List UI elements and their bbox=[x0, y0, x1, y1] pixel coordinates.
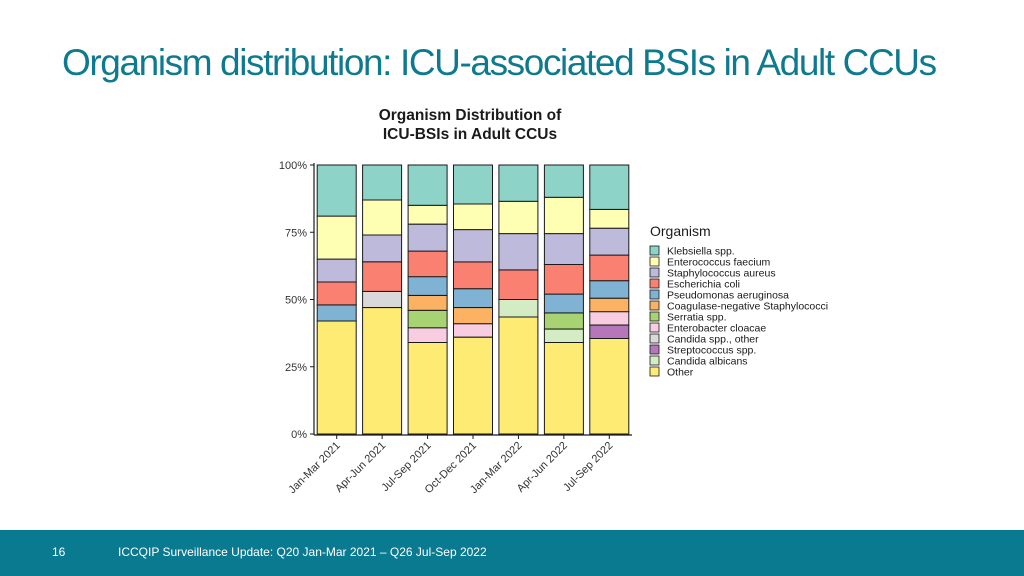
chart-title-line: ICU-BSIs in Adult CCUs bbox=[383, 126, 557, 143]
bar-segment bbox=[362, 307, 403, 435]
legend-swatch bbox=[649, 344, 660, 355]
bar-segment bbox=[453, 261, 493, 290]
legend-title: Organism bbox=[650, 223, 711, 239]
legend-swatch bbox=[649, 256, 660, 267]
bar-segment bbox=[453, 336, 493, 435]
bar-segment bbox=[543, 312, 584, 330]
bar-segment bbox=[407, 223, 448, 252]
bar-segment bbox=[407, 204, 448, 225]
bar-segment bbox=[316, 215, 357, 260]
bar-segment bbox=[589, 297, 630, 313]
legend-swatch bbox=[649, 245, 660, 256]
bar-segment bbox=[407, 309, 448, 329]
legend-swatch bbox=[649, 289, 660, 300]
legend-label: Pseudomonas aeruginosa bbox=[667, 290, 789, 302]
bar-segment bbox=[407, 164, 448, 206]
bar-segment bbox=[498, 299, 539, 318]
bar-segment bbox=[407, 327, 448, 344]
y-tick-label: 25% bbox=[285, 362, 307, 374]
legend-label: Klebsiella spp. bbox=[667, 246, 735, 258]
bar-segment bbox=[316, 258, 357, 283]
slide-title: Organism distribution: ICU-associated BS… bbox=[62, 42, 937, 83]
bar-segment bbox=[543, 233, 584, 266]
bar-segment bbox=[316, 320, 357, 435]
bar-segment bbox=[543, 196, 584, 235]
bar-segment bbox=[589, 280, 630, 299]
legend-label: Candida spp., other bbox=[667, 334, 759, 346]
legend-label: Staphylococcus aureus bbox=[667, 268, 776, 280]
y-tick-label: 50% bbox=[285, 295, 307, 307]
bar-segment bbox=[543, 164, 584, 198]
bar-segment bbox=[498, 233, 539, 271]
legend-swatch bbox=[649, 322, 660, 333]
bar-segment bbox=[407, 250, 448, 278]
footer-bar: 16 ICCQIP Surveillance Update: Q20 Jan-M… bbox=[0, 530, 1024, 576]
legend-swatch bbox=[649, 311, 660, 322]
bar-segment bbox=[453, 323, 493, 338]
legend-label: Other bbox=[667, 367, 694, 379]
legend-swatch bbox=[649, 267, 660, 278]
bar-segment bbox=[589, 311, 630, 326]
footer-text: ICCQIP Surveillance Update: Q20 Jan-Mar … bbox=[118, 545, 487, 559]
bar-segment bbox=[316, 164, 357, 217]
bar-segment bbox=[453, 288, 493, 309]
legend-label: Enterococcus faecium bbox=[667, 257, 771, 269]
bar-segment bbox=[407, 276, 448, 296]
bar-segment bbox=[543, 293, 584, 314]
bar-segment bbox=[362, 290, 403, 308]
bar-segment bbox=[498, 316, 539, 435]
legend-swatch bbox=[649, 278, 660, 289]
bar-segment bbox=[407, 342, 448, 435]
bar-segment bbox=[316, 281, 357, 306]
bar-segment bbox=[407, 295, 448, 311]
bar-segment bbox=[362, 234, 403, 263]
bar-segment bbox=[498, 200, 539, 235]
bar-segment bbox=[498, 269, 539, 300]
bar-segment bbox=[589, 164, 630, 210]
legend-label: Candida albicans bbox=[667, 356, 748, 368]
bar-segment bbox=[362, 199, 403, 236]
y-tick-label: 100% bbox=[279, 160, 307, 172]
bar-segment bbox=[498, 164, 539, 202]
bar-segment bbox=[589, 254, 630, 282]
legend-swatch bbox=[649, 366, 660, 377]
bar-segment bbox=[362, 164, 403, 201]
bar-segment bbox=[453, 164, 493, 205]
legend-swatch bbox=[649, 300, 660, 311]
bar-segment bbox=[589, 324, 630, 340]
legend-label: Escherichia coli bbox=[667, 279, 740, 291]
bar-segment bbox=[589, 227, 630, 256]
legend-swatch bbox=[649, 355, 660, 366]
y-tick-label: 75% bbox=[285, 227, 307, 239]
legend-label: Streptococcus spp. bbox=[667, 345, 756, 357]
bar-segment bbox=[589, 208, 630, 229]
page-number: 16 bbox=[52, 545, 66, 559]
legend-swatch bbox=[649, 333, 660, 344]
bar-segment bbox=[543, 342, 584, 435]
bar-segment bbox=[589, 338, 630, 435]
bar-segment bbox=[453, 203, 493, 231]
bar-segment bbox=[453, 229, 493, 263]
legend-label: Enterobacter cloacae bbox=[667, 323, 766, 335]
legend-label: Serratia spp. bbox=[667, 312, 727, 324]
bar-segment bbox=[543, 328, 584, 344]
bar-segment bbox=[543, 264, 584, 295]
bar-segment bbox=[362, 261, 403, 292]
legend-label: Coagulase-negative Staphylococci bbox=[667, 301, 828, 313]
bar-segment bbox=[453, 307, 493, 325]
chart-title-line: Organism Distribution of bbox=[379, 107, 562, 124]
y-tick-label: 0% bbox=[291, 429, 307, 441]
bar-segment bbox=[316, 304, 357, 322]
